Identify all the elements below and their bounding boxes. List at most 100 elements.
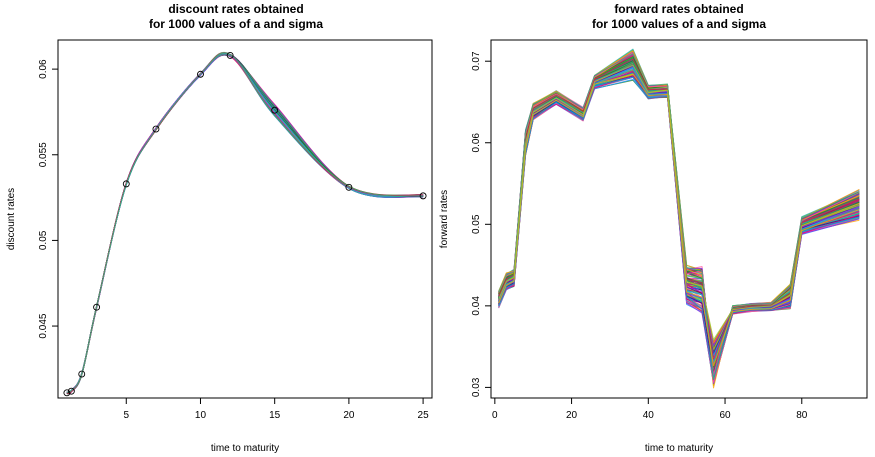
series-line bbox=[66, 52, 424, 393]
series-line bbox=[66, 54, 424, 394]
data-marker bbox=[67, 387, 75, 395]
series-line bbox=[66, 53, 424, 394]
x-tick-label: 15 bbox=[269, 410, 281, 421]
series-line bbox=[66, 52, 424, 394]
y-axis-label: discount rates bbox=[6, 188, 17, 250]
series-line bbox=[66, 53, 424, 394]
x-tick-label: 0 bbox=[492, 410, 498, 421]
chart-title-line1: discount rates obtained bbox=[168, 2, 303, 16]
series-line bbox=[66, 52, 424, 394]
series-line bbox=[66, 52, 424, 394]
series-line bbox=[66, 52, 424, 393]
y-tick-label: 0.03 bbox=[471, 377, 482, 397]
x-tick-label: 25 bbox=[418, 410, 430, 421]
series-line bbox=[498, 76, 860, 380]
series-line bbox=[66, 52, 424, 394]
y-tick-label: 0.06 bbox=[471, 133, 482, 153]
series-lines bbox=[498, 48, 860, 389]
series-line bbox=[66, 52, 424, 394]
series-line bbox=[66, 52, 424, 394]
series-line bbox=[498, 64, 860, 341]
series-line bbox=[66, 53, 424, 394]
series-line bbox=[66, 52, 424, 395]
series-line bbox=[66, 53, 424, 395]
series-line bbox=[66, 52, 424, 395]
forward-rates-panel: forward rates obtained for 1000 values o… bbox=[439, 2, 868, 454]
series-line bbox=[66, 52, 424, 395]
chart-title-line2: for 1000 values of a and sigma bbox=[592, 17, 766, 31]
data-marker bbox=[93, 303, 101, 311]
series-line bbox=[66, 52, 424, 394]
series-line bbox=[66, 53, 424, 394]
y-tick-label: 0.05 bbox=[38, 230, 49, 250]
series-line bbox=[66, 53, 424, 394]
x-axis-label: time to maturity bbox=[211, 443, 279, 454]
series-line bbox=[66, 52, 424, 393]
data-marker bbox=[63, 389, 71, 397]
series-line bbox=[66, 53, 424, 394]
series-line bbox=[66, 53, 424, 394]
x-tick-label: 40 bbox=[643, 410, 655, 421]
x-axis-ticks: 0 20 40 60 80 bbox=[492, 398, 808, 421]
data-marker bbox=[78, 370, 86, 378]
series-line bbox=[66, 53, 424, 395]
y-tick-label: 0.07 bbox=[471, 51, 482, 71]
discount-rates-panel: discount rates obtained for 1000 values … bbox=[6, 2, 433, 454]
series-line bbox=[66, 52, 424, 394]
x-tick-label: 10 bbox=[195, 410, 207, 421]
x-tick-label: 20 bbox=[566, 410, 578, 421]
series-line bbox=[66, 53, 424, 394]
series-lines bbox=[66, 52, 424, 395]
data-marker bbox=[226, 51, 234, 59]
series-line bbox=[66, 52, 424, 395]
x-tick-label: 20 bbox=[343, 410, 355, 421]
data-marker bbox=[197, 70, 204, 78]
series-line bbox=[66, 54, 424, 394]
y-axis-ticks: 0.03 0.04 0.05 0.06 0.07 bbox=[471, 51, 491, 397]
series-line bbox=[66, 53, 424, 394]
series-line bbox=[66, 53, 424, 394]
series-line bbox=[498, 73, 860, 367]
data-marker bbox=[152, 125, 160, 133]
x-tick-label: 60 bbox=[719, 410, 731, 421]
series-line bbox=[498, 53, 860, 380]
series-line bbox=[66, 53, 424, 394]
data-marker bbox=[345, 183, 353, 191]
series-line bbox=[66, 53, 424, 394]
series-line bbox=[66, 53, 424, 394]
series-line bbox=[66, 53, 424, 394]
series-line bbox=[66, 52, 424, 394]
plot-frame bbox=[57, 39, 433, 399]
x-tick-label: 5 bbox=[123, 410, 129, 421]
series-line bbox=[66, 53, 424, 394]
series-line bbox=[66, 52, 424, 394]
series-line bbox=[66, 52, 424, 394]
data-marker bbox=[419, 192, 427, 200]
series-line bbox=[66, 54, 424, 394]
series-line bbox=[66, 54, 424, 394]
y-axis-label: forward rates bbox=[439, 190, 450, 248]
y-tick-label: 0.055 bbox=[38, 142, 49, 167]
series-line bbox=[66, 53, 424, 394]
y-tick-label: 0.06 bbox=[38, 59, 49, 79]
series-line bbox=[66, 53, 424, 393]
x-tick-label: 80 bbox=[796, 410, 808, 421]
series-line bbox=[66, 52, 424, 395]
series-line bbox=[66, 53, 424, 393]
series-line bbox=[66, 54, 424, 395]
y-tick-label: 0.045 bbox=[38, 313, 49, 338]
series-line bbox=[66, 53, 424, 394]
data-markers bbox=[63, 51, 427, 397]
series-line bbox=[66, 53, 424, 394]
series-line bbox=[66, 54, 424, 394]
series-line bbox=[66, 54, 424, 394]
y-tick-label: 0.05 bbox=[471, 214, 482, 234]
series-line bbox=[66, 53, 424, 394]
chart-title-line2: for 1000 values of a and sigma bbox=[149, 17, 323, 31]
data-marker bbox=[271, 106, 279, 114]
y-axis-ticks: 0.045 0.05 0.055 0.06 bbox=[38, 59, 58, 339]
series-line bbox=[66, 52, 424, 395]
x-axis-ticks: 5 10 15 20 25 bbox=[123, 398, 429, 421]
